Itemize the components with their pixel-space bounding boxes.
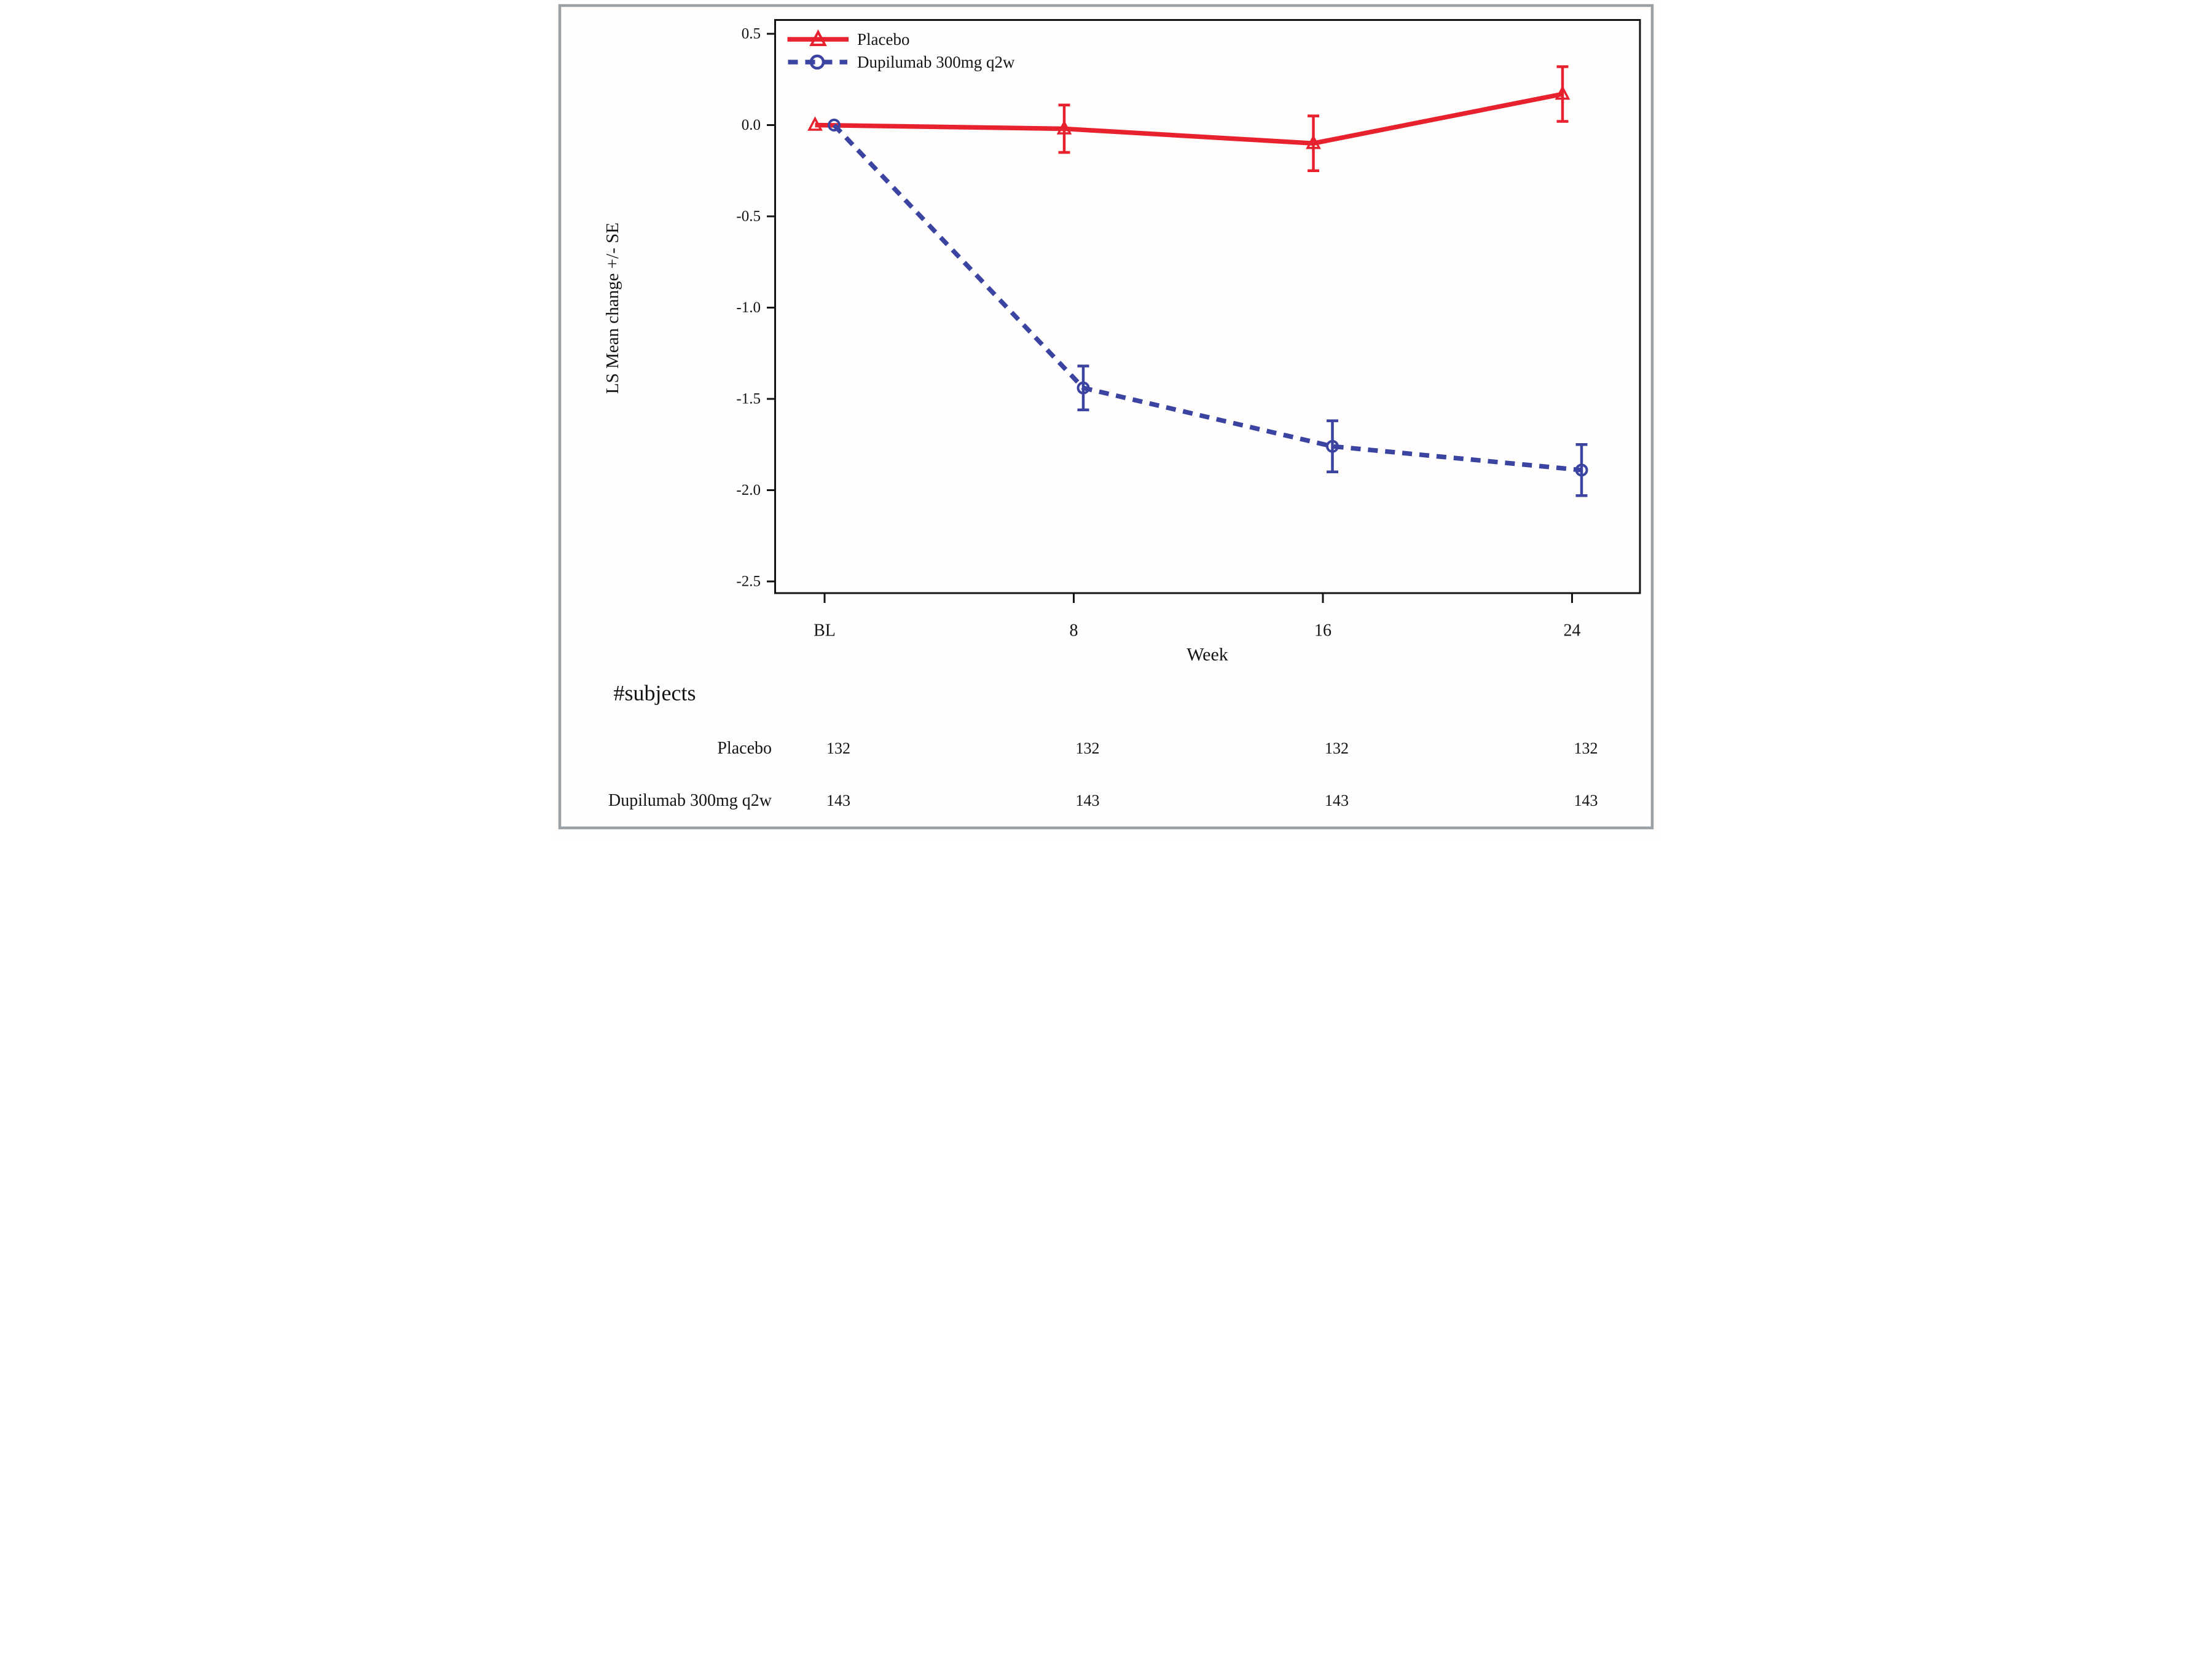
table-count-value: 143 [826,792,850,809]
plot-frame [774,19,1641,594]
series-layer [807,65,1588,497]
series-dupilumab [828,119,1588,497]
y-tick-label: -2.5 [736,573,761,590]
figure-border [558,4,1654,830]
table-count-value: 132 [826,739,850,757]
table-count-value: 143 [1574,792,1598,809]
x-tick-label: 24 [1564,621,1581,640]
series-line [815,92,1563,146]
figure: 0.5 0.0 -0.5 -1.0 -1.5 -2.0 -2.5 BL 8 16 24 LS Me… [553,0,1659,836]
data-point-circle [1575,463,1588,477]
legend-dupilumab-label: Dupilumab 300mg q2w [857,53,1015,71]
table-count-value: 143 [1325,792,1349,809]
series-line [832,123,1582,473]
x-axis: BL 8 16 24 [814,593,1581,640]
y-tick-label: 0.0 [742,117,761,133]
data-point-circle [1077,381,1090,395]
data-point-circle [828,119,841,132]
table-row-label: Placebo [717,739,772,758]
data-point-triangle [1306,134,1321,149]
y-tick-label: -2.0 [736,482,761,498]
data-point-triangle [1056,120,1072,135]
y-axis: 0.5 0.0 -0.5 -1.0 -1.5 -2.0 -2.5 [736,26,775,590]
subjects-heading: #subjects [614,681,696,706]
y-tick-label: -1.5 [736,391,761,407]
chart-canvas: 0.5 0.0 -0.5 -1.0 -1.5 -2.0 -2.5 BL 8 16 24 LS Me… [553,0,1659,836]
series-placebo [807,65,1571,172]
x-tick-label: 8 [1070,621,1078,640]
legend-placebo-triangle-icon [809,29,827,46]
error-bar [1327,419,1338,474]
y-tick-label: 0.5 [742,26,761,42]
table-row: Placebo 132 132 132 132 [717,739,1598,758]
x-tick-label: 16 [1314,621,1332,640]
y-tick-label: -1.0 [736,299,761,316]
legend: Placebo Dupilumab 300mg q2w [787,29,1015,71]
table-count-value: 132 [1574,739,1598,757]
x-axis-title: Week [1186,645,1228,665]
table-count-value: 132 [1076,739,1100,757]
legend-placebo-label: Placebo [857,30,909,49]
y-tick-label: -0.5 [736,208,761,225]
x-tick-label: BL [814,621,836,640]
data-point-circle [1326,439,1339,453]
data-point-triangle [807,116,823,131]
table-count-value: 143 [1076,792,1100,809]
table-row-label: Dupilumab 300mg q2w [608,791,772,810]
y-axis-title: LS Mean change +/- SE [603,222,622,394]
table-row: Dupilumab 300mg q2w 143 143 143 143 [608,791,1598,810]
subjects-table: Placebo 132 132 132 132 Dupilumab 300mg q2w 14… [608,739,1598,810]
data-point-triangle [1555,85,1571,100]
table-count-value: 132 [1325,739,1349,757]
legend-dupilumab-circle-icon [809,54,825,70]
